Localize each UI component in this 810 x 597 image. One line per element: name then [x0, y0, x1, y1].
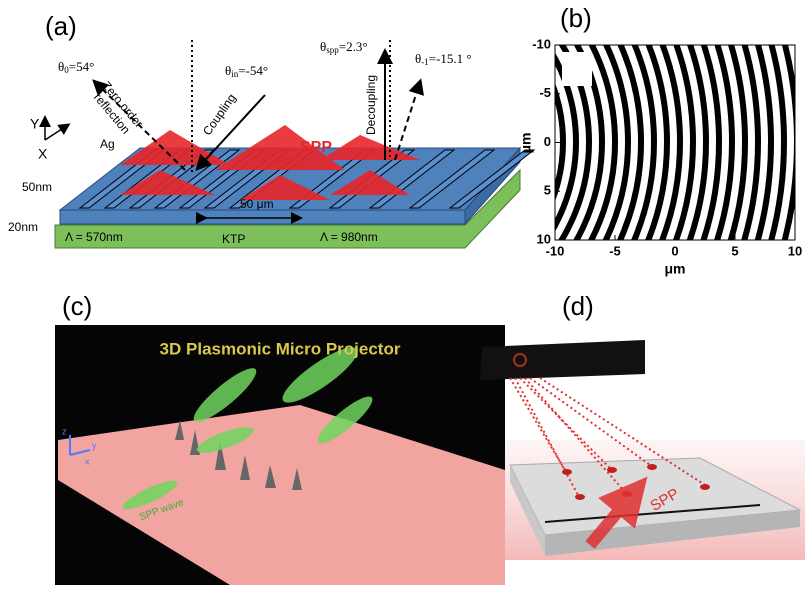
y-tick-label: -5: [539, 85, 551, 100]
subscript: spp: [326, 45, 339, 55]
angle-label: θ-1=-15.1 °: [415, 51, 472, 67]
panel-label: (b): [560, 3, 592, 33]
y-tick-label: 0: [544, 134, 551, 149]
axis-label: X: [38, 146, 48, 162]
figure: (a) θ0=54° θin=-54° θspp=2.3° θ-1=-15.1 …: [0, 0, 810, 592]
value: =-15.1 °: [429, 51, 472, 66]
angle-label: θin=-54°: [225, 63, 268, 79]
x-tick-label: 0: [671, 243, 678, 258]
x-tick-label: 10: [788, 243, 802, 258]
panel-a: (a) θ0=54° θin=-54° θspp=2.3° θ-1=-15.1 …: [8, 11, 534, 248]
metal-front: [60, 210, 465, 224]
decoupling-label: Decoupling: [364, 75, 378, 135]
panel-label: (a): [45, 11, 77, 41]
panel-d: (d) SPP: [480, 291, 805, 560]
period-label: Λ = 570nm: [65, 230, 123, 244]
x-tick-label: -5: [609, 243, 621, 258]
axis-label: Y: [30, 116, 40, 132]
angle-label: θspp=2.3°: [320, 39, 368, 55]
value: =-54°: [238, 63, 268, 78]
y-axis-label: μm: [518, 132, 534, 153]
y-tick-label: -10: [532, 36, 551, 51]
inset-blank: [562, 52, 592, 86]
panel-label: (c): [62, 291, 92, 321]
value: =54°: [69, 59, 95, 74]
axis-label: y: [92, 440, 97, 450]
value: =2.3°: [339, 39, 368, 54]
angle-label: θ0=54°: [58, 59, 94, 75]
spp-label: SPP: [300, 139, 332, 156]
render-title: 3D Plasmonic Micro Projector: [160, 339, 401, 358]
x-axis-label: μm: [664, 261, 685, 277]
thickness-label: 20nm: [8, 220, 38, 234]
subscript: -1: [421, 57, 429, 67]
axis-label: z: [62, 426, 67, 436]
page: {"panels": { "a": {"label": "(a)", "angl…: [0, 0, 810, 592]
x-tick-label: 5: [731, 243, 738, 258]
y-tick-label: 5: [544, 183, 551, 198]
thickness-label: 50nm: [22, 180, 52, 194]
y-tick-label: 10: [537, 231, 551, 246]
distance-label: 50 μm: [240, 197, 274, 211]
substrate-label: KTP: [222, 232, 245, 246]
axis-label: x: [85, 456, 90, 466]
metal-label: Ag: [100, 137, 115, 151]
period-label: Λ = 980nm: [320, 230, 378, 244]
zero-order-label: Zero order reflection: [89, 79, 146, 140]
panel-label: (d): [562, 291, 594, 321]
axis-arrow: [45, 125, 68, 140]
panel-c: (c) 3D Plasmonic Micro Projector z y x S…: [55, 291, 505, 585]
